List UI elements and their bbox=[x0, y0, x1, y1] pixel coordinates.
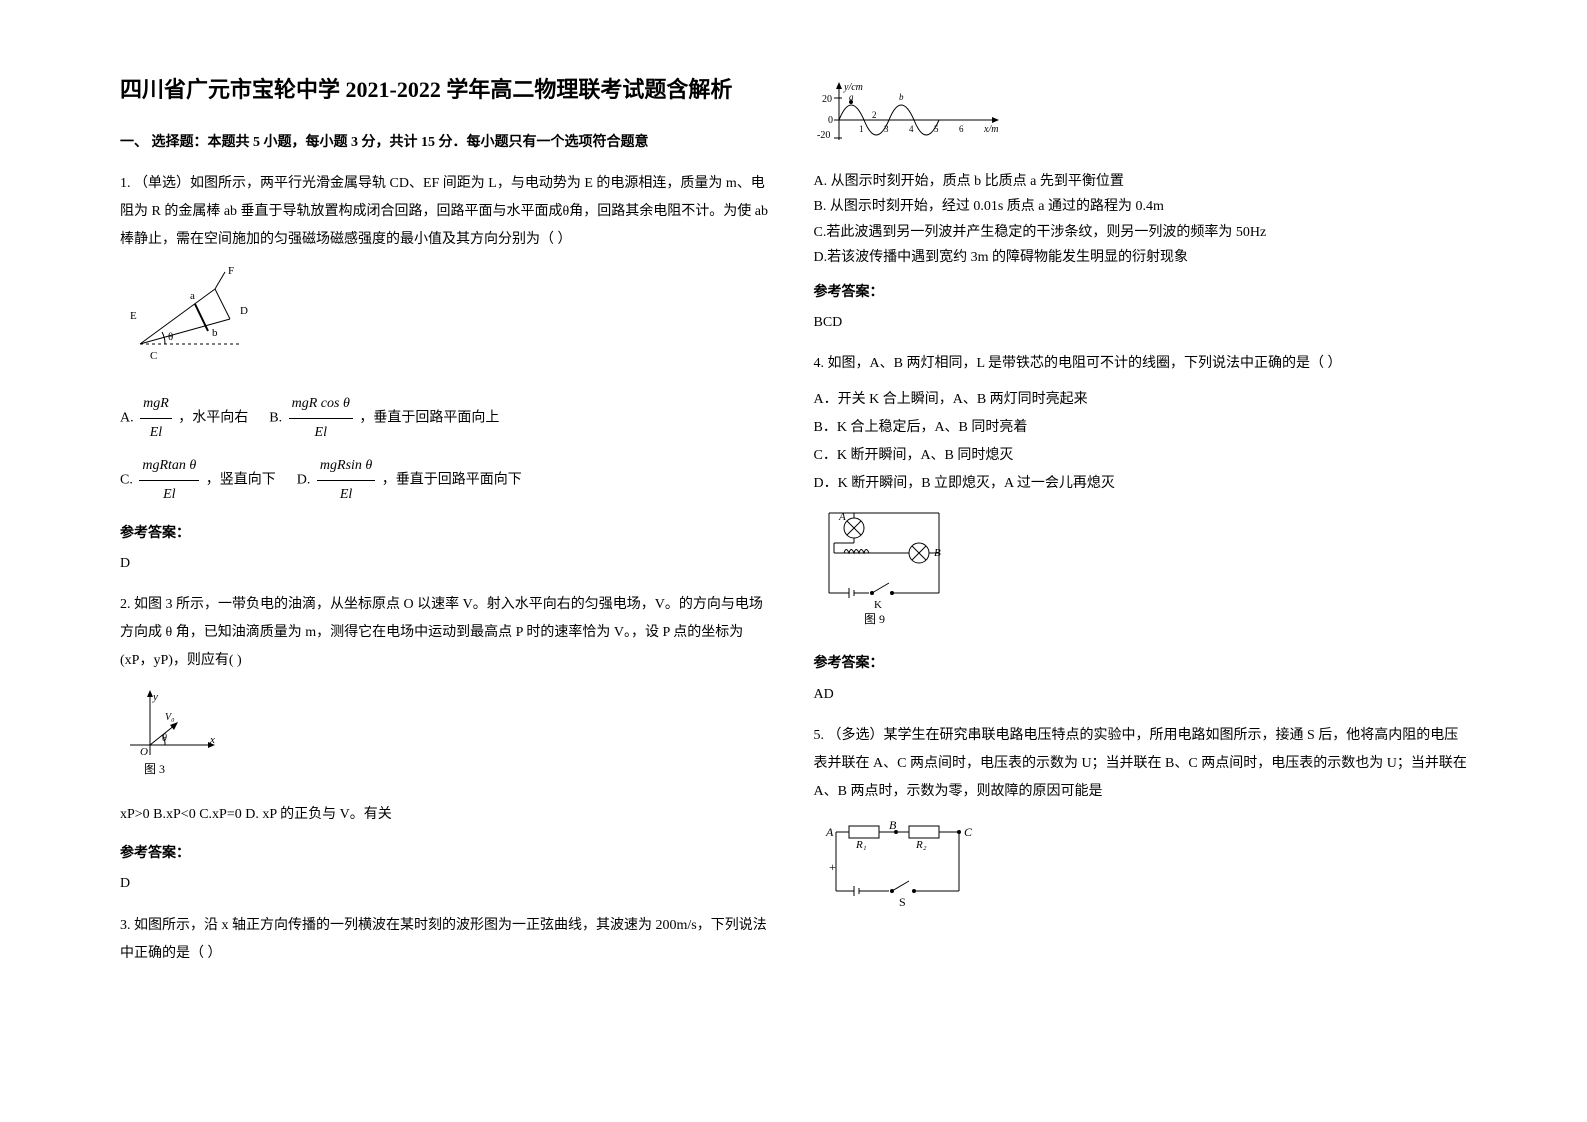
svg-text:C: C bbox=[150, 350, 157, 362]
svg-text:V₀: V₀ bbox=[165, 712, 175, 723]
svg-text:1: 1 bbox=[859, 124, 864, 134]
svg-text:0: 0 bbox=[828, 115, 833, 126]
svg-text:B: B bbox=[889, 818, 897, 832]
q1-fracB: mgR cos θ El bbox=[289, 390, 353, 447]
svg-text:R₁: R₁ bbox=[855, 839, 867, 851]
svg-text:O: O bbox=[140, 746, 148, 758]
svg-text:b: b bbox=[212, 327, 218, 339]
q1-optA-label: A. bbox=[120, 411, 134, 426]
question-1: 1. （单选）如图所示，两平行光滑金属导轨 CD、EF 间距为 L，与电动势为 … bbox=[120, 170, 774, 509]
svg-text:3: 3 bbox=[884, 124, 889, 134]
q1-optA-text: ，水平向右 bbox=[178, 411, 248, 426]
q1-fracD: mgRsin θ El bbox=[317, 452, 375, 509]
q2-answer: D bbox=[120, 871, 774, 896]
svg-text:F: F bbox=[228, 265, 234, 277]
question-3: 3. 如图所示，沿 x 轴正方向传播的一列横波在某时刻的波形图为一正弦曲线，其波… bbox=[120, 912, 774, 968]
q4-diagram: A B bbox=[814, 508, 1468, 639]
q4-answer: AD bbox=[814, 682, 1468, 707]
svg-text:y: y bbox=[152, 691, 158, 703]
q4-answer-label: 参考答案： bbox=[814, 651, 1468, 676]
svg-text:5: 5 bbox=[934, 124, 939, 134]
svg-text:x: x bbox=[209, 734, 215, 746]
q5-diagram: A R₁ B R₂ C + bbox=[814, 816, 1468, 927]
svg-text:-20: -20 bbox=[817, 130, 830, 141]
q1-answer: D bbox=[120, 551, 774, 576]
svg-text:C: C bbox=[964, 825, 973, 839]
q1-options-cd: C. mgRtan θ El ，竖直向下 D. mgRsin θ El ，垂直于… bbox=[120, 452, 774, 509]
q4-optC: C．K 断开瞬间，A、B 同时熄灭 bbox=[814, 442, 1468, 470]
page-title: 四川省广元市宝轮中学 2021-2022 学年高二物理联考试题含解析 bbox=[120, 70, 774, 110]
q1-diagram: F E D a b C θ bbox=[120, 264, 774, 380]
q4-optA: A．开关 K 合上瞬间，A、B 两灯同时亮起来 bbox=[814, 386, 1468, 414]
q2-text: 2. 如图 3 所示，一带负电的油滴，从坐标原点 O 以速率 V。射入水平向右的… bbox=[120, 591, 774, 675]
svg-text:图 9: 图 9 bbox=[864, 612, 885, 626]
q1-fracA: mgR El bbox=[140, 390, 172, 447]
q3-optB: B. 从图示时刻开始，经过 0.01s 质点 a 通过的路程为 0.4m bbox=[814, 194, 1468, 219]
q1-optB-label: B. bbox=[269, 411, 282, 426]
svg-text:x/m: x/m bbox=[983, 124, 998, 135]
q1-optD-text: ，垂直于回路平面向下 bbox=[382, 473, 522, 488]
q2-options: xP>0 B.xP<0 C.xP=0 D. xP 的正负与 V。有关 bbox=[120, 801, 774, 829]
q4-options: A．开关 K 合上瞬间，A、B 两灯同时亮起来 B．K 合上稳定后，A、B 同时… bbox=[814, 386, 1468, 498]
svg-text:图 3: 图 3 bbox=[144, 762, 165, 776]
svg-text:6: 6 bbox=[959, 124, 964, 134]
q3-text: 3. 如图所示，沿 x 轴正方向传播的一列横波在某时刻的波形图为一正弦曲线，其波… bbox=[120, 912, 774, 968]
section-header: 一、 选择题：本题共 5 小题，每小题 3 分，共计 15 分．每小题只有一个选… bbox=[120, 130, 774, 155]
q3-optC: C.若此波遇到另一列波并产生稳定的干涉条纹，则另一列波的频率为 50Hz bbox=[814, 220, 1468, 245]
q4-optB: B．K 合上稳定后，A、B 同时亮着 bbox=[814, 414, 1468, 442]
q5-text: 5. （多选）某学生在研究串联电路电压特点的实验中，所用电路如图所示，接通 S … bbox=[814, 722, 1468, 806]
svg-text:R₂: R₂ bbox=[915, 839, 927, 851]
q3-answer-label: 参考答案： bbox=[814, 280, 1468, 305]
svg-text:K: K bbox=[874, 599, 882, 611]
left-column: 四川省广元市宝轮中学 2021-2022 学年高二物理联考试题含解析 一、 选择… bbox=[100, 70, 794, 1052]
q1-answer-label: 参考答案： bbox=[120, 521, 774, 546]
q2-diagram: O x y V₀ θ 图 3 bbox=[120, 685, 774, 791]
q3-optD: D.若该波传播中遇到宽约 3m 的障碍物能发生明显的衍射现象 bbox=[814, 245, 1468, 270]
q1-optC-text: ，竖直向下 bbox=[206, 473, 276, 488]
q3-answer: BCD bbox=[814, 310, 1468, 335]
svg-text:D: D bbox=[240, 305, 248, 317]
q3-options: A. 从图示时刻开始，质点 b 比质点 a 先到平衡位置 B. 从图示时刻开始，… bbox=[814, 169, 1468, 270]
q3-diagram: y/cm x/m 20 0 -20 1 2 3 4 5 6 a b bbox=[814, 80, 1468, 159]
question-5: 5. （多选）某学生在研究串联电路电压特点的实验中，所用电路如图所示，接通 S … bbox=[814, 722, 1468, 927]
question-2: 2. 如图 3 所示，一带负电的油滴，从坐标原点 O 以速率 V。射入水平向右的… bbox=[120, 591, 774, 829]
right-column: y/cm x/m 20 0 -20 1 2 3 4 5 6 a b A. 从图示… bbox=[794, 70, 1488, 1052]
q1-optD-label: D. bbox=[297, 473, 311, 488]
q3-optA: A. 从图示时刻开始，质点 b 比质点 a 先到平衡位置 bbox=[814, 169, 1468, 194]
svg-text:+: + bbox=[829, 860, 836, 874]
q4-optD: D．K 断开瞬间，B 立即熄灭，A 过一会儿再熄灭 bbox=[814, 470, 1468, 498]
q1-text: 1. （单选）如图所示，两平行光滑金属导轨 CD、EF 间距为 L，与电动势为 … bbox=[120, 170, 774, 254]
q1-options-ab: A. mgR El ，水平向右 B. mgR cos θ El ，垂直于回路平面… bbox=[120, 390, 774, 447]
q4-text: 4. 如图，A、B 两灯相同，L 是带铁芯的电阻可不计的线圈，下列说法中正确的是… bbox=[814, 350, 1468, 378]
svg-text:A: A bbox=[825, 825, 834, 839]
svg-text:20: 20 bbox=[822, 94, 832, 105]
svg-text:4: 4 bbox=[909, 124, 914, 134]
svg-text:E: E bbox=[130, 310, 137, 322]
svg-text:2: 2 bbox=[872, 110, 877, 120]
q1-fracC: mgRtan θ El bbox=[139, 452, 199, 509]
q1-optC-label: C. bbox=[120, 473, 133, 488]
svg-text:a: a bbox=[190, 290, 195, 302]
q2-answer-label: 参考答案： bbox=[120, 841, 774, 866]
q1-optB-text: ，垂直于回路平面向上 bbox=[359, 411, 499, 426]
svg-text:S: S bbox=[899, 895, 906, 909]
svg-text:b: b bbox=[899, 92, 904, 102]
svg-text:θ: θ bbox=[168, 331, 173, 343]
question-4: 4. 如图，A、B 两灯相同，L 是带铁芯的电阻可不计的线圈，下列说法中正确的是… bbox=[814, 350, 1468, 639]
